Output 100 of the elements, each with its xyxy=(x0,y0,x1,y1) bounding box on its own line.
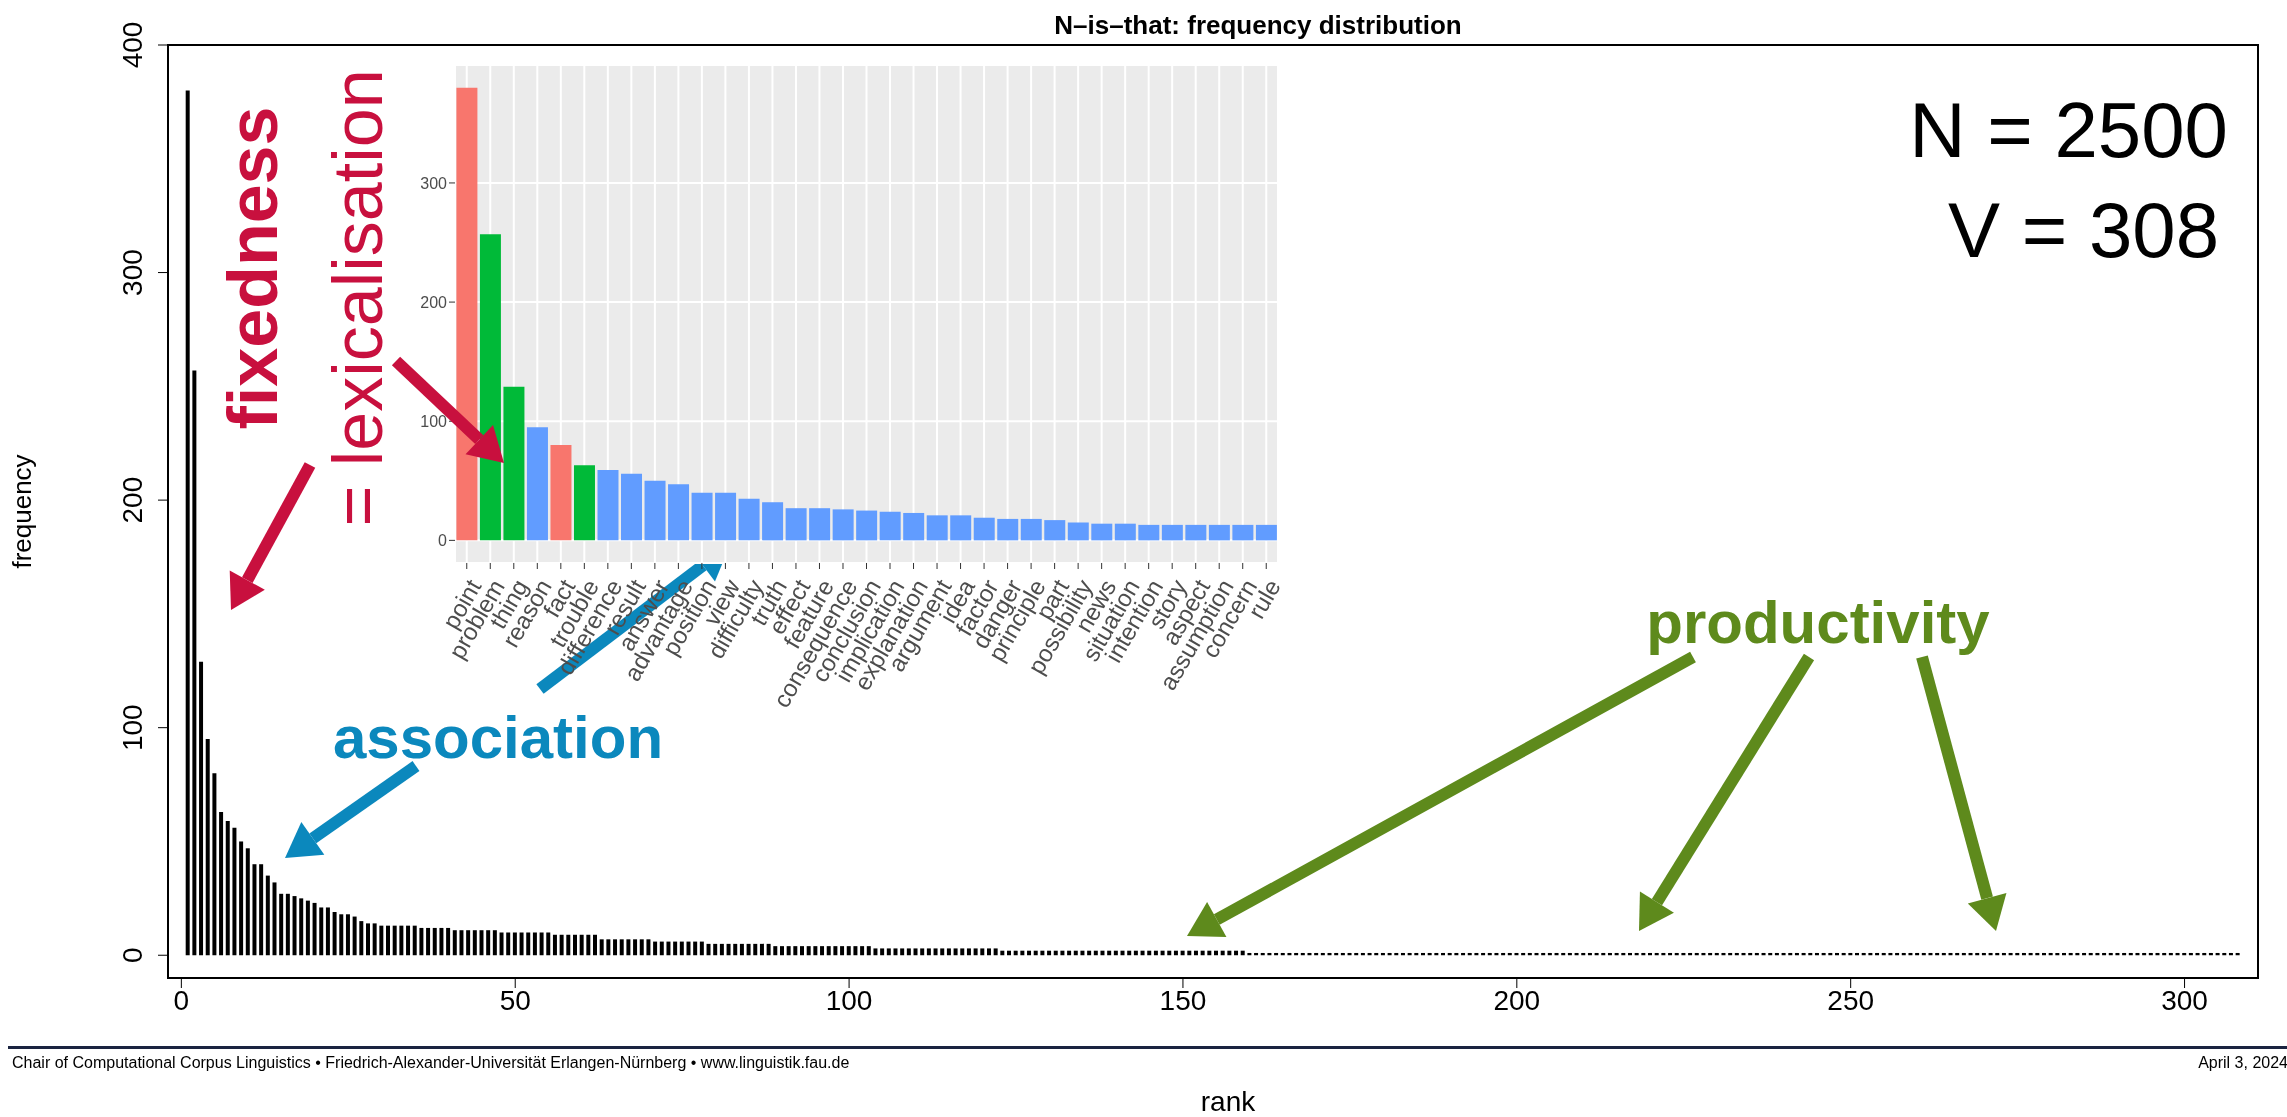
bar xyxy=(352,916,357,956)
bar xyxy=(1232,524,1254,541)
bar xyxy=(566,934,571,956)
bar xyxy=(966,948,971,956)
bar xyxy=(1044,520,1066,541)
bar xyxy=(779,946,784,956)
x-tick-label: 100 xyxy=(825,984,873,1016)
bar xyxy=(512,932,517,956)
bar xyxy=(833,946,838,956)
bar xyxy=(679,941,684,956)
bar xyxy=(426,927,431,956)
y-tick-label: 400 xyxy=(117,21,148,69)
bar xyxy=(753,943,758,956)
bar xyxy=(519,932,524,956)
bar xyxy=(746,943,751,956)
bar xyxy=(699,941,704,956)
bar xyxy=(738,498,760,541)
y-tick-label: 200 xyxy=(420,293,448,311)
bar xyxy=(893,948,898,956)
bar xyxy=(1161,524,1183,541)
bar xyxy=(613,939,618,956)
bar xyxy=(960,948,965,956)
bar xyxy=(312,902,317,956)
bar xyxy=(813,946,818,956)
bar xyxy=(806,946,811,956)
bar xyxy=(365,923,370,956)
bar xyxy=(319,907,324,956)
bar xyxy=(633,939,638,956)
bar xyxy=(1114,523,1136,541)
bar xyxy=(339,914,344,956)
bar xyxy=(546,932,551,956)
y-tick-label: 300 xyxy=(420,174,448,192)
bar xyxy=(646,939,651,956)
x-tick-label: 0 xyxy=(173,984,190,1016)
bar xyxy=(860,946,865,956)
bar xyxy=(419,927,424,956)
bar xyxy=(439,927,444,956)
bar xyxy=(733,943,738,956)
bar xyxy=(626,939,631,956)
bar xyxy=(185,90,190,956)
bar xyxy=(832,509,854,541)
bar xyxy=(279,893,284,956)
bar xyxy=(412,925,417,956)
bar xyxy=(532,932,537,956)
bar xyxy=(539,932,544,956)
bar xyxy=(472,930,477,956)
bar xyxy=(446,927,451,956)
bar xyxy=(666,941,671,956)
bar xyxy=(1255,524,1277,541)
bar xyxy=(691,492,713,541)
y-axis-title: frequency xyxy=(7,454,38,569)
y-tick-label: 100 xyxy=(117,704,148,752)
bar xyxy=(715,492,737,541)
bar xyxy=(345,914,350,956)
x-tick-label: 250 xyxy=(1827,984,1875,1016)
bar xyxy=(766,943,771,956)
bar xyxy=(299,898,304,956)
bar xyxy=(659,941,664,956)
bar xyxy=(499,932,504,956)
bar xyxy=(259,864,264,956)
bar xyxy=(668,484,690,541)
bar xyxy=(739,943,744,956)
bar xyxy=(886,948,891,956)
bar xyxy=(526,932,531,956)
bar xyxy=(503,386,525,541)
y-tick-label: 0 xyxy=(117,947,148,964)
bar xyxy=(653,941,658,956)
annotation: productivity xyxy=(1645,588,1991,658)
bar xyxy=(873,948,878,956)
annotation: = lexicalisation xyxy=(319,69,397,527)
text: April 3, 2024 xyxy=(2197,1053,2287,1073)
bar xyxy=(686,941,691,956)
bar xyxy=(1067,522,1089,541)
bar xyxy=(706,943,711,956)
bar xyxy=(880,948,885,956)
bar xyxy=(559,934,564,956)
bar xyxy=(386,925,391,956)
bar xyxy=(305,900,310,956)
bar xyxy=(199,661,204,956)
bar xyxy=(606,939,611,956)
annotation: N = 2500 xyxy=(1908,85,2228,176)
bar xyxy=(973,948,978,956)
x-tick-label: 150 xyxy=(1159,984,1207,1016)
bar xyxy=(586,934,591,956)
bar xyxy=(973,517,995,541)
bar xyxy=(392,925,397,956)
bar xyxy=(379,925,384,956)
bar xyxy=(479,930,484,956)
bar xyxy=(853,946,858,956)
bar xyxy=(359,921,364,956)
bar xyxy=(573,465,595,541)
bar xyxy=(759,943,764,956)
bar xyxy=(252,864,257,956)
y-tick-label: 0 xyxy=(438,532,448,550)
bar xyxy=(205,739,210,956)
bar xyxy=(926,948,931,956)
bar xyxy=(225,820,230,956)
bar xyxy=(239,841,244,956)
bar xyxy=(619,939,624,956)
bar xyxy=(212,773,217,956)
